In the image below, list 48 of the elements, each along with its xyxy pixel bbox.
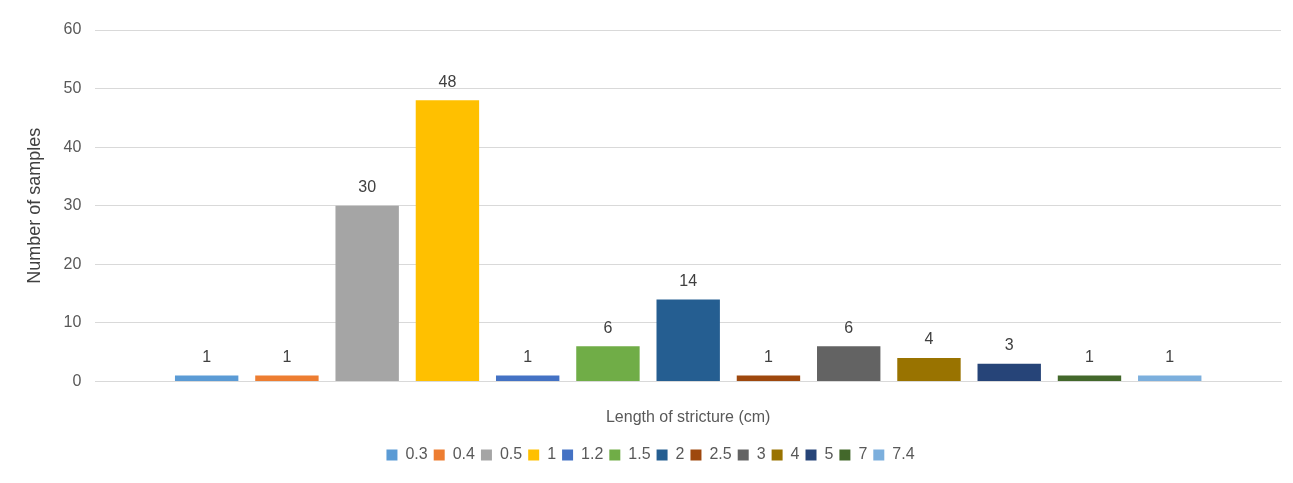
- legend-label: 3: [756, 445, 766, 463]
- y-tick-label: 60: [63, 20, 82, 38]
- legend-label: 1.2: [581, 445, 604, 463]
- legend-label: 4: [790, 445, 800, 463]
- y-axis-title: Number of samples: [23, 127, 44, 284]
- data-label: 3: [1004, 336, 1014, 354]
- data-label: 1: [282, 347, 292, 365]
- legend-label: 1.5: [628, 445, 651, 463]
- bar: [656, 299, 720, 381]
- legend-label: 2: [675, 445, 685, 463]
- legend-label: 0.4: [452, 445, 476, 463]
- bar: [897, 357, 961, 381]
- bar: [1057, 375, 1122, 381]
- data-label: 1: [523, 347, 533, 365]
- data-label: 1: [202, 347, 212, 365]
- legend-label: 5: [824, 445, 834, 463]
- bar: [576, 346, 640, 381]
- y-tick-label: 30: [63, 196, 82, 214]
- data-label: 1: [764, 347, 773, 365]
- legend-label: 7: [858, 445, 868, 463]
- data-label: 1: [1165, 347, 1175, 365]
- data-label: 6: [603, 318, 613, 336]
- bar: [977, 363, 1041, 381]
- bar: [736, 375, 801, 381]
- data-label: 1: [1085, 347, 1095, 365]
- bar: [415, 100, 480, 381]
- legend-label: 0.5: [499, 445, 523, 463]
- bar: [335, 205, 399, 381]
- data-label: 14: [679, 271, 698, 289]
- data-label: 30: [358, 178, 377, 196]
- y-tick-label: 40: [63, 137, 82, 155]
- bar: [255, 375, 319, 381]
- y-tick-label: 0: [72, 371, 82, 389]
- x-axis-title: Length of stricture (cm): [605, 407, 771, 425]
- bar: [1138, 375, 1202, 381]
- bar: [817, 346, 881, 381]
- legend-label: 1: [547, 445, 557, 463]
- legend-label: 0.3: [405, 445, 428, 463]
- legend-label: 2.5: [709, 445, 732, 463]
- data-label: 4: [924, 330, 934, 348]
- data-label: 48: [438, 72, 457, 90]
- data-label: 6: [844, 318, 854, 336]
- bar: [174, 375, 239, 381]
- y-tick-label: 50: [63, 78, 82, 96]
- y-tick-label: 20: [63, 254, 82, 272]
- bar: [495, 375, 560, 381]
- y-tick-label: 10: [63, 313, 82, 331]
- legend-label: 7.4: [892, 445, 915, 463]
